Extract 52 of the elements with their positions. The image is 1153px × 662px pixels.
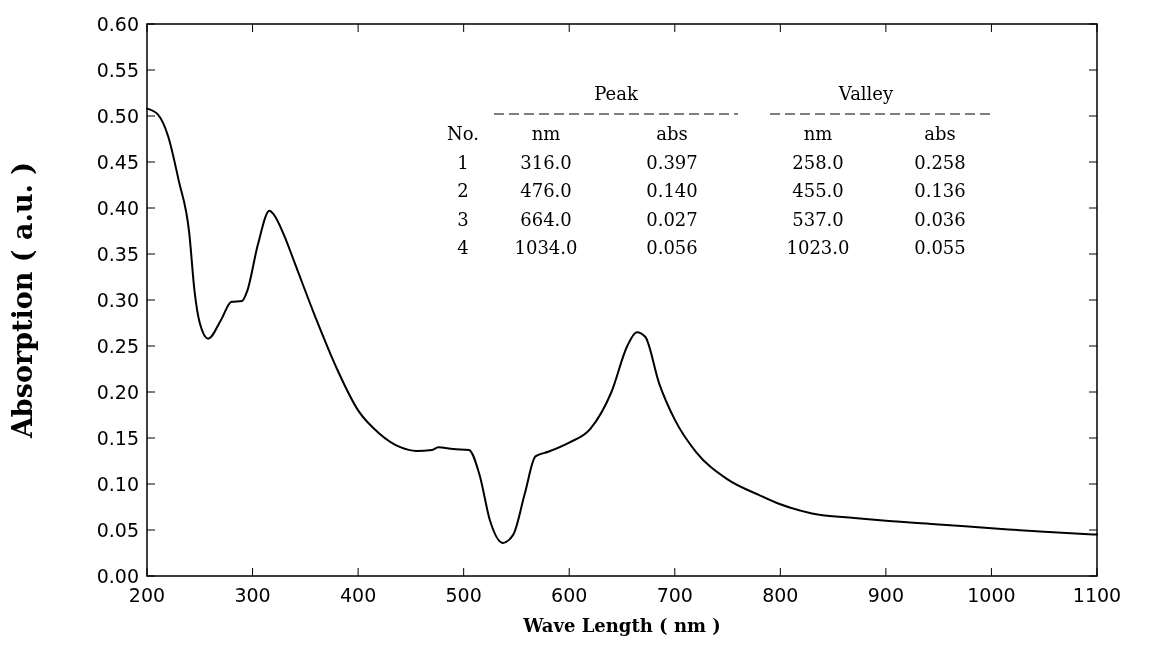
annotation: 258.0 xyxy=(792,151,844,173)
annotation: 0.055 xyxy=(914,237,966,258)
annotation: 0.136 xyxy=(914,180,966,201)
annotation: 0.027 xyxy=(646,208,698,230)
annotation: 0.056 xyxy=(646,237,698,258)
annotation: abs xyxy=(656,123,688,144)
annotation: 0.258 xyxy=(914,151,966,173)
y-tick-label: 0.45 xyxy=(96,150,139,173)
y-tick-label: 0.10 xyxy=(96,472,139,495)
annotation: 0.036 xyxy=(914,208,966,230)
y-tick-label: 0.50 xyxy=(96,104,139,127)
annotation: 476.0 xyxy=(520,180,572,201)
annotation: 4 xyxy=(457,237,469,258)
x-tick-label: 1000 xyxy=(967,584,1016,606)
x-tick-label: 900 xyxy=(867,584,905,606)
annotation: 455.0 xyxy=(792,180,844,201)
x-tick-label: 1100 xyxy=(1072,584,1122,606)
y-tick-label: 0.15 xyxy=(96,426,139,449)
annotation: 1 xyxy=(457,151,469,173)
annotation: 0.397 xyxy=(646,151,698,173)
x-tick-label: 400 xyxy=(339,584,377,606)
y-tick-label: 0.00 xyxy=(96,564,139,587)
y-tick-label: 0.30 xyxy=(96,288,139,311)
annotation: 1023.0 xyxy=(786,237,850,258)
annotation: nm xyxy=(803,123,833,144)
x-tick-label: 500 xyxy=(445,584,482,606)
annotation: 664.0 xyxy=(520,208,572,230)
annotation: 0.140 xyxy=(646,180,698,201)
annotation: No. xyxy=(447,123,479,144)
y-tick-label: 0.05 xyxy=(96,518,139,541)
annotation: abs xyxy=(924,123,956,144)
y-tick-label: 0.60 xyxy=(96,12,139,35)
annotation: 316.0 xyxy=(520,151,572,173)
y-tick-label: 0.40 xyxy=(96,196,139,219)
y-tick-label: 0.35 xyxy=(96,242,139,265)
annotation: Peak xyxy=(594,83,639,104)
x-tick-label: 300 xyxy=(234,584,271,606)
x-tick-label: 700 xyxy=(656,584,693,606)
x-tick-label: 800 xyxy=(762,584,799,606)
annotation: nm xyxy=(531,123,561,144)
y-tick-label: 0.55 xyxy=(96,58,139,81)
x-tick-label: 600 xyxy=(551,584,588,606)
annotation: 1034.0 xyxy=(514,237,578,258)
annotation: 537.0 xyxy=(792,208,844,230)
x-axis-title: Wave Length ( nm ) xyxy=(522,615,721,636)
y-tick-label: 0.20 xyxy=(96,380,139,403)
annotation: 2 xyxy=(457,180,469,201)
y-axis-title: Absorption ( a.u. ) xyxy=(7,161,38,440)
annotation: Valley xyxy=(837,83,895,104)
y-tick-label: 0.25 xyxy=(96,334,139,357)
annotation: 3 xyxy=(457,208,469,230)
x-tick-label: 200 xyxy=(128,584,166,606)
